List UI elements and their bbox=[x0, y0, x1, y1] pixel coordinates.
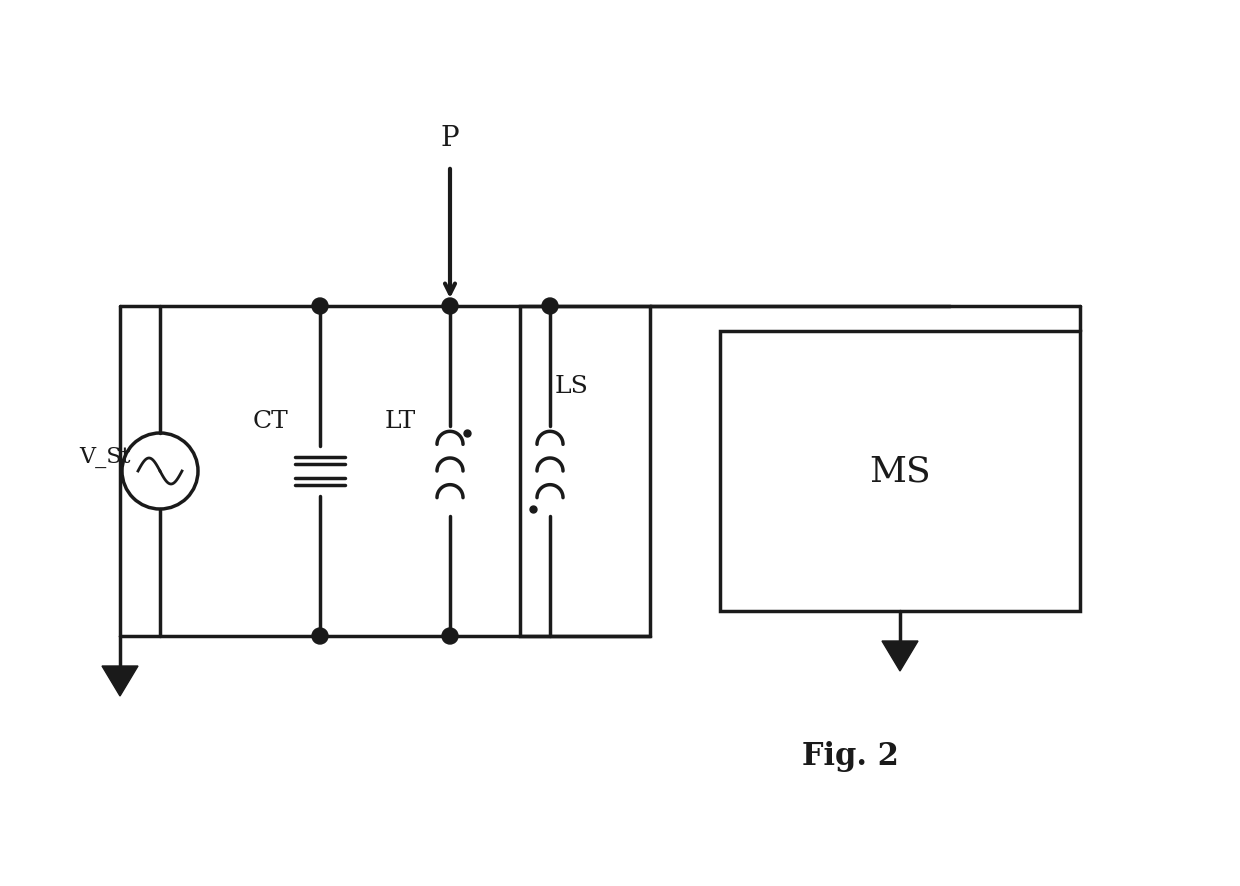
Text: CT: CT bbox=[252, 410, 288, 433]
Circle shape bbox=[441, 628, 458, 644]
Circle shape bbox=[312, 299, 329, 315]
Circle shape bbox=[312, 628, 329, 644]
Polygon shape bbox=[882, 641, 918, 672]
Circle shape bbox=[542, 299, 558, 315]
Polygon shape bbox=[102, 666, 138, 696]
Circle shape bbox=[441, 299, 458, 315]
Text: LS: LS bbox=[556, 375, 589, 398]
Text: V_St: V_St bbox=[79, 446, 130, 468]
Bar bbox=[720, 331, 1080, 611]
Text: Fig. 2: Fig. 2 bbox=[801, 741, 899, 772]
Text: P: P bbox=[440, 125, 459, 152]
Bar bbox=[520, 307, 650, 636]
Text: LT: LT bbox=[384, 410, 415, 433]
Text: MS: MS bbox=[869, 455, 931, 488]
